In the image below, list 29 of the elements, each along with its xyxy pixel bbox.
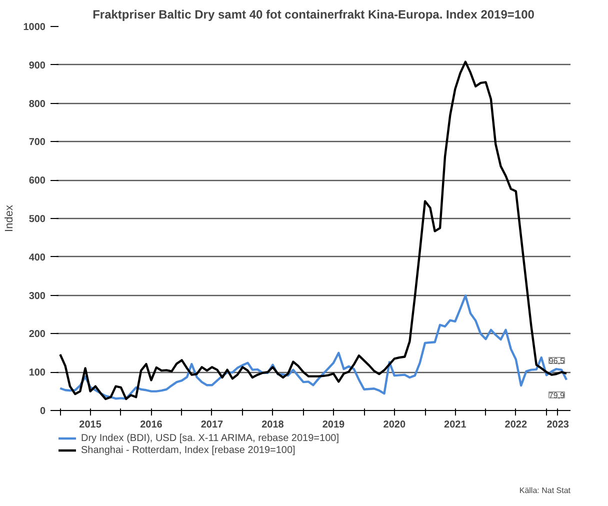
x-tick-label: 2015 xyxy=(79,420,102,430)
y-axis-title: Index xyxy=(3,204,16,232)
x-tick-label: 2019 xyxy=(322,420,346,430)
y-tick-label: 200 xyxy=(28,329,46,340)
y-tick-label: 600 xyxy=(28,176,46,187)
y-tick-label: 500 xyxy=(28,214,46,225)
x-tick-label: 2016 xyxy=(140,420,163,430)
chart-title: Fraktpriser Baltic Dry samt 40 fot containerfrakt Kina-Europa. Index 2019=100 xyxy=(92,8,535,22)
legend-label: Shanghai - Rotterdam, Index [rebase 2019=100] xyxy=(81,444,296,456)
y-tick-label: 400 xyxy=(28,252,46,264)
x-tick-label: 2018 xyxy=(262,420,284,430)
x-tick-label: 2021 xyxy=(444,420,467,430)
line-series xyxy=(59,294,568,400)
legend-label: Dry Index (BDI), USD [sa. X-11 ARIMA, rebase 2019=100] xyxy=(81,432,339,444)
y-tick-label: 900 xyxy=(28,60,46,72)
annotation: 96,5 xyxy=(548,356,566,366)
y-tick-label: 700 xyxy=(28,137,46,148)
x-tick-label: 2017 xyxy=(200,420,224,430)
y-tick-label: 300 xyxy=(28,290,46,302)
y-tick-label: 1000 xyxy=(23,22,46,33)
y-tick-label: 100 xyxy=(28,368,46,379)
annotation: 79,9 xyxy=(548,390,566,400)
x-tick-label: 2023 xyxy=(546,420,570,430)
x-tick-label: 2022 xyxy=(504,420,528,430)
y-tick-label: 800 xyxy=(28,98,46,110)
text: Källa: Nat Stat xyxy=(519,486,572,496)
x-tick-label: 2020 xyxy=(383,420,406,430)
y-tick-label: 0 xyxy=(40,406,46,417)
line-series xyxy=(59,60,568,400)
